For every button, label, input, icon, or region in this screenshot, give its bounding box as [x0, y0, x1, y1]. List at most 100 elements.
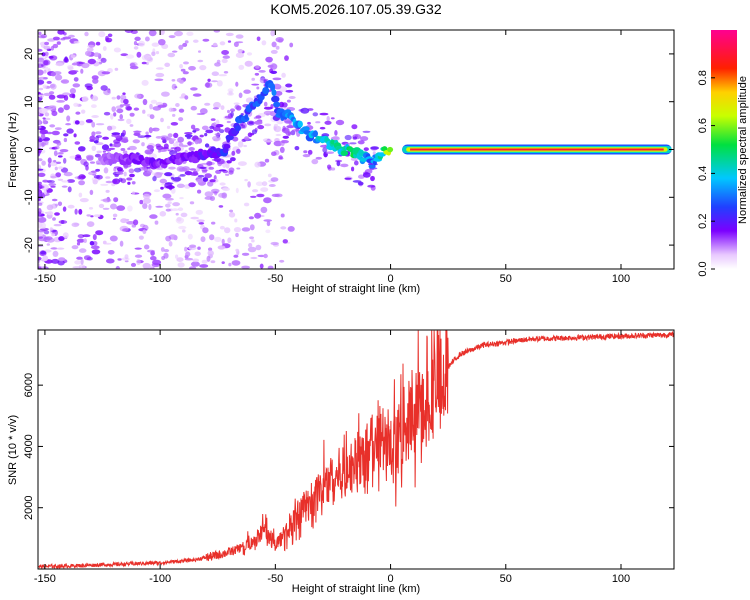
noise-blob	[60, 167, 69, 173]
noise-blob	[118, 177, 123, 182]
ridge-blob	[372, 160, 377, 166]
noise-blob	[63, 32, 67, 36]
noise-blob	[246, 52, 253, 56]
noise-blob	[38, 79, 45, 85]
noise-blob	[38, 202, 43, 206]
noise-blob	[141, 142, 145, 147]
colorbar-gradient	[711, 30, 737, 269]
noise-blob	[263, 101, 268, 107]
noise-blob	[156, 145, 164, 151]
noise-blob	[124, 30, 134, 33]
noise-blob	[57, 178, 64, 181]
noise-blob	[142, 203, 148, 209]
noise-blob	[42, 138, 48, 142]
noise-blob	[113, 112, 117, 117]
noise-blob	[81, 109, 86, 114]
noise-blob	[65, 123, 71, 126]
noise-blob	[67, 204, 75, 209]
noise-blob	[100, 183, 109, 186]
noise-blob	[41, 160, 46, 166]
noise-blob	[38, 87, 44, 91]
noise-blob	[56, 141, 62, 146]
noise-blob	[138, 235, 144, 240]
noise-blob	[351, 166, 355, 172]
noise-blob	[128, 168, 135, 174]
noise-blob	[237, 161, 247, 167]
noise-blob	[51, 130, 60, 136]
noise-blob	[122, 103, 131, 107]
noise-blob	[94, 153, 101, 158]
noise-blob	[103, 167, 109, 174]
noise-blob	[90, 170, 97, 173]
noise-blob	[38, 263, 41, 267]
noise-blob	[50, 247, 58, 250]
noise-blob	[190, 261, 200, 267]
noise-blob	[93, 140, 99, 144]
noise-blob	[38, 142, 42, 148]
noise-blob	[227, 237, 232, 244]
noise-blob	[204, 102, 211, 106]
noise-blob	[206, 161, 213, 166]
noise-blob	[233, 102, 240, 105]
noise-blob	[151, 172, 156, 176]
noise-blob	[86, 155, 94, 161]
noise-blob	[91, 249, 101, 255]
noise-blob	[250, 256, 258, 260]
noise-blob	[256, 86, 260, 90]
noise-blob	[72, 83, 81, 88]
noise-blob	[120, 218, 128, 224]
noise-blob	[116, 108, 124, 114]
noise-blob	[78, 180, 85, 186]
noise-blob	[176, 257, 184, 262]
noise-blob	[71, 62, 78, 66]
noise-blob	[248, 216, 254, 220]
noise-blob	[180, 212, 188, 218]
noise-blob	[85, 50, 92, 57]
noise-blob	[326, 115, 330, 122]
noise-blob	[52, 217, 56, 221]
noise-blob	[127, 181, 131, 185]
noise-blob	[190, 87, 198, 91]
noise-blob	[231, 150, 236, 156]
y-tick-label: 6000	[23, 373, 35, 397]
noise-blob	[281, 140, 289, 144]
noise-blob	[154, 78, 164, 82]
noise-blob	[38, 226, 46, 230]
noise-blob	[101, 71, 111, 75]
noise-blob	[92, 173, 96, 176]
noise-blob	[171, 79, 176, 82]
noise-blob	[260, 206, 268, 214]
noise-blob	[197, 174, 205, 178]
noise-blob	[46, 80, 52, 84]
noise-blob	[120, 94, 127, 100]
noise-blob	[117, 118, 125, 122]
ridge-blob	[273, 101, 281, 108]
noise-blob	[257, 125, 265, 130]
noise-blob	[74, 208, 78, 215]
snr-y-label: SNR (10 * v/v)	[7, 415, 19, 485]
noise-blob	[357, 140, 365, 145]
noise-blob	[233, 227, 242, 233]
noise-blob	[102, 136, 109, 140]
noise-blob	[161, 256, 166, 260]
noise-blob	[235, 52, 244, 58]
noise-blob	[168, 35, 176, 39]
noise-blob	[152, 259, 162, 266]
noise-blob	[113, 139, 121, 144]
noise-blob	[155, 72, 165, 78]
noise-blob	[179, 197, 184, 200]
noise-blob	[46, 243, 50, 246]
noise-blob	[47, 180, 55, 184]
noise-blob	[57, 155, 63, 158]
noise-blob	[90, 161, 95, 164]
noise-blob	[278, 157, 284, 160]
noise-blob	[158, 39, 166, 46]
noise-blob	[89, 189, 94, 195]
noise-blob	[50, 185, 56, 188]
noise-blob	[247, 120, 255, 126]
noise-blob	[267, 64, 274, 68]
noise-blob	[196, 113, 205, 115]
noise-blob	[156, 172, 164, 175]
noise-blob	[172, 202, 181, 207]
noise-blob	[147, 249, 155, 253]
